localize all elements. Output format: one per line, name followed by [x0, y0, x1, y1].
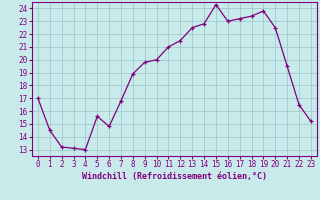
X-axis label: Windchill (Refroidissement éolien,°C): Windchill (Refroidissement éolien,°C)	[82, 172, 267, 181]
